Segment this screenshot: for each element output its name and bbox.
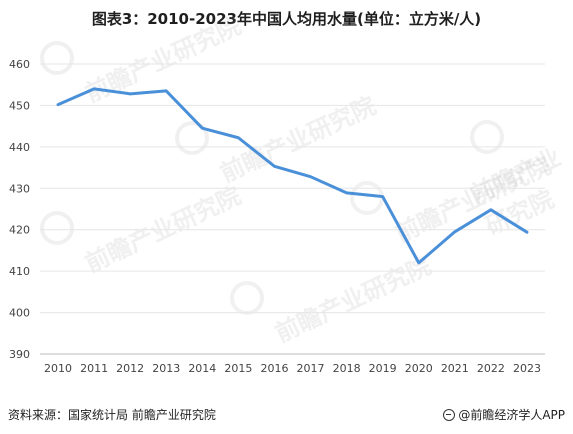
x-tick-label: 2013 <box>152 362 180 375</box>
x-tick-label: 2021 <box>441 362 469 375</box>
x-tick-label: 2022 <box>477 362 505 375</box>
y-tick-label: 450 <box>9 99 30 112</box>
brand-text: @前瞻经济学人APP <box>458 408 565 422</box>
x-tick-label: 2014 <box>188 362 216 375</box>
x-tick-label: 2019 <box>369 362 397 375</box>
y-tick-label: 420 <box>9 224 30 237</box>
y-tick-label: 440 <box>9 141 30 154</box>
x-tick-label: 2016 <box>260 362 288 375</box>
x-tick-label: 2012 <box>116 362 144 375</box>
x-tick-label: 2010 <box>44 362 72 375</box>
chart-title: 图表3：2010-2023年中国人均用水量(单位：立方米/人) <box>91 10 482 28</box>
x-tick-label: 2017 <box>297 362 325 375</box>
y-tick-label: 430 <box>9 182 30 195</box>
x-tick-label: 2018 <box>333 362 361 375</box>
x-tick-label: 2020 <box>405 362 433 375</box>
line-chart: 390 400 410 420 430 440 450 460 2010 2011 2012 2013… <box>9 58 545 375</box>
brand-credit: @前瞻经济学人APP <box>443 406 565 423</box>
y-tick-label: 390 <box>9 348 30 361</box>
brand-logo-icon <box>443 408 456 421</box>
source-note: 资料来源：国家统计局 前瞻产业研究院 <box>8 408 216 422</box>
x-tick-label: 2011 <box>80 362 108 375</box>
x-tick-label: 2015 <box>224 362 252 375</box>
y-tick-label: 400 <box>9 307 30 320</box>
series-line <box>56 87 529 265</box>
y-tick-label: 460 <box>9 58 30 71</box>
y-tick-label: 410 <box>9 265 30 278</box>
x-tick-label: 2023 <box>513 362 541 375</box>
